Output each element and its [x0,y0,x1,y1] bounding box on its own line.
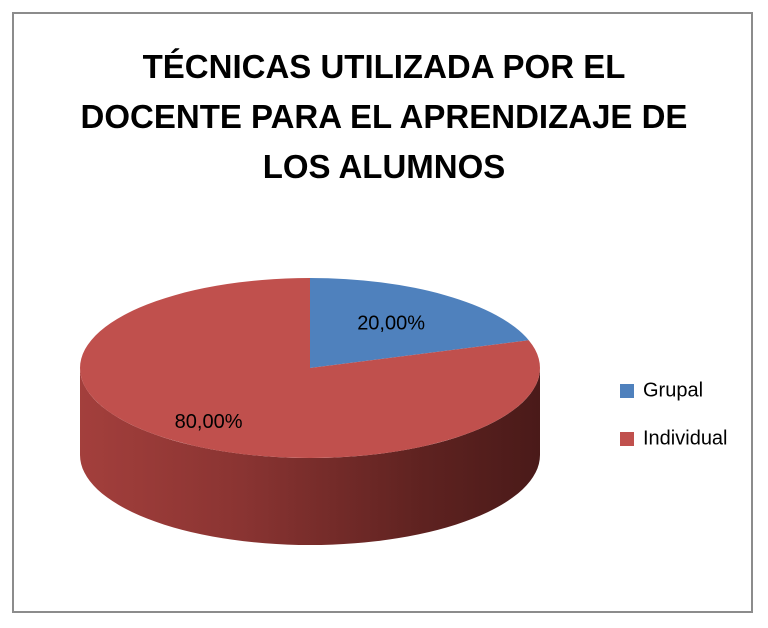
chart-frame [12,12,753,613]
pie-side [80,368,540,545]
legend-label: Grupal [643,379,703,401]
pie-slice [310,278,529,368]
legend-swatch [620,432,634,446]
chart-title: TÉCNICAS UTILIZADA POR EL DOCENTE PARA E… [80,48,688,185]
legend-swatch [620,384,634,398]
pie-slice [79,278,541,458]
legend-label: Individual [643,427,728,449]
data-label: 20,00% [357,313,425,335]
data-label: 80,00% [175,411,243,433]
